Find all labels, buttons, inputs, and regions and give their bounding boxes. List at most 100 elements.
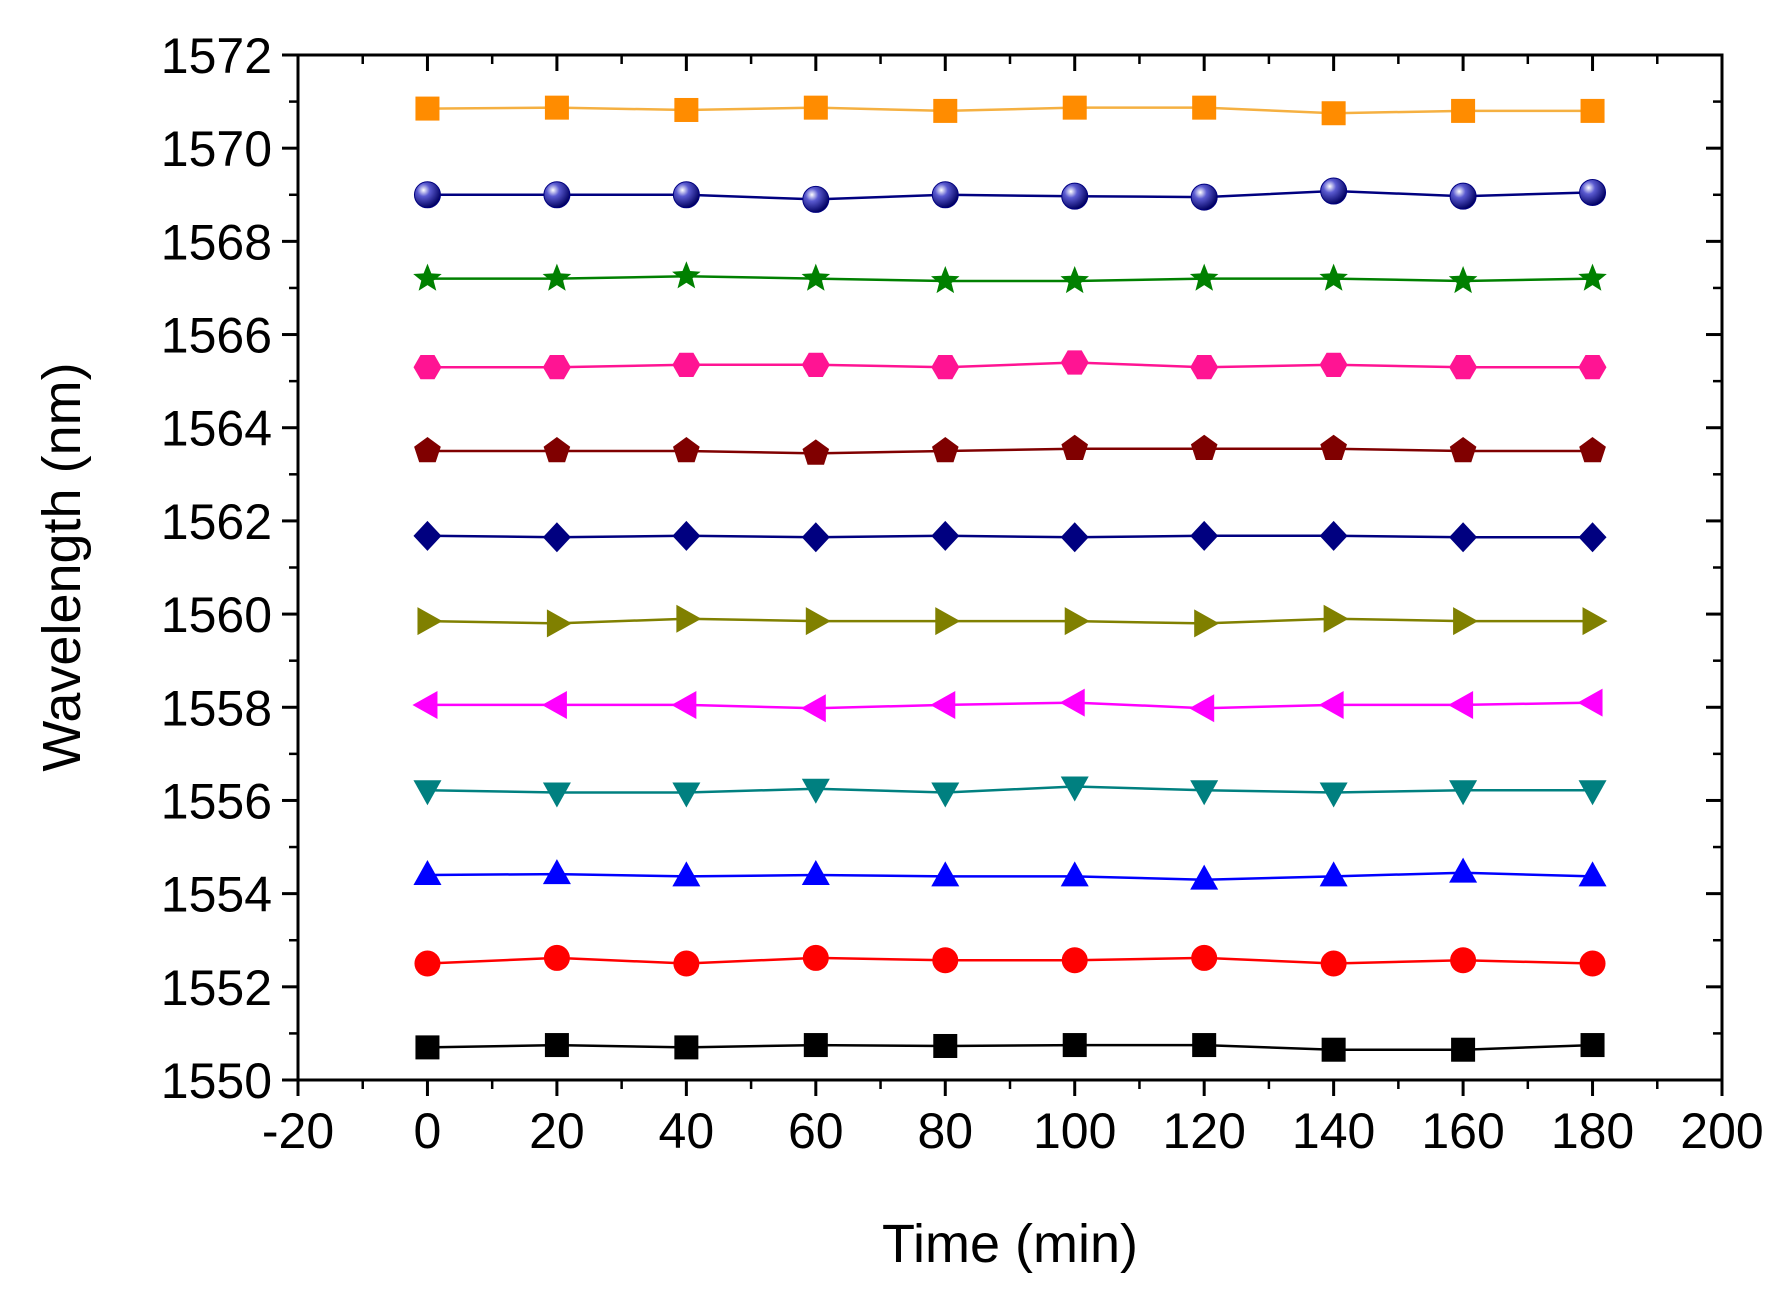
data-point-hexagon [1060,350,1089,375]
data-point-sphere [1190,183,1218,211]
data-point-diamond [1319,520,1348,551]
series-line [427,189,1593,201]
y-tick-label: 1562 [161,494,272,550]
x-tick-label: 140 [1292,1103,1375,1159]
data-point-circle [1320,950,1347,977]
data-point-hexagon [801,352,830,377]
data-point-triangle-left [1189,694,1215,723]
data-point-square [1451,98,1476,123]
series-series-1 [415,1033,1605,1062]
series-line [427,617,1593,625]
data-point-diamond [1449,522,1478,553]
series-series-7 [413,520,1607,553]
data-point-triangle-up [931,861,960,887]
series-line [427,275,1593,283]
data-point-sphere [1320,177,1348,205]
data-point-triangle-up [1449,857,1478,883]
data-point-triangle-left [1577,688,1603,717]
data-point-hexagon [1449,355,1478,380]
y-tick-label: 1560 [161,587,272,643]
data-point-triangle-up [413,860,442,885]
data-point-circle [543,944,570,971]
series-line [427,447,1593,455]
data-point-triangle-up [1190,864,1219,890]
x-tick-label: 40 [659,1103,715,1159]
data-point-pentagon [673,437,700,463]
data-point-sphere [413,181,441,209]
data-point-triangle-right [1323,604,1349,633]
series-line [427,871,1593,881]
data-point-square [674,97,699,122]
series-series-10 [413,261,1607,294]
data-point-hexagon [672,352,701,377]
data-point-triangle-left [800,694,826,723]
data-point-hexagon [931,355,960,380]
data-point-triangle-left [671,690,697,719]
data-point-square [674,1035,699,1060]
series-series-4 [413,776,1607,808]
data-point-sphere [672,181,700,209]
data-point-star [1060,266,1089,294]
series-line [427,701,1593,710]
data-point-pentagon [1190,434,1218,460]
data-point-square [1321,101,1346,126]
data-point-diamond [672,520,701,551]
data-point-pentagon [1061,434,1088,460]
series-line [427,106,1593,115]
y-tick-label: 1572 [161,28,272,84]
data-point-square [415,96,440,121]
data-point-triangle-right [805,607,831,636]
data-point-pentagon [802,439,830,465]
plot-frame [296,53,1724,1082]
data-point-triangle-right [1582,607,1608,636]
data-point-square [415,1035,440,1060]
data-point-triangle-down [801,778,830,804]
y-tick-label: 1558 [161,680,272,736]
data-point-circle [414,950,441,977]
series-line [427,956,1593,965]
data-point-triangle-down [542,782,571,808]
x-tick-label: 60 [788,1103,844,1159]
data-point-square [1062,1033,1087,1058]
data-point-hexagon [1319,352,1348,377]
data-point-triangle-up [542,859,571,885]
data-point-pentagon [1320,434,1347,460]
data-point-diamond [1060,522,1089,553]
data-point-triangle-right [546,609,572,638]
data-point-square [933,1033,958,1058]
x-tick-label: 80 [917,1103,973,1159]
y-tick-label: 1552 [161,960,272,1016]
data-point-triangle-right [935,607,961,636]
data-point-triangle-left [930,690,956,719]
data-point-pentagon [1449,437,1477,463]
series-series-2 [414,944,1606,977]
data-point-sphere [1449,182,1477,210]
data-point-diamond [413,520,442,551]
x-tick-label: 120 [1162,1103,1245,1159]
data-point-star [1448,266,1478,294]
data-point-diamond [1578,522,1607,553]
series-series-12 [415,95,1605,126]
x-tick-label: 200 [1680,1103,1763,1159]
y-tick-label: 1566 [161,308,272,364]
data-point-sphere [1579,178,1607,206]
data-point-triangle-left [412,690,438,719]
y-tick-label: 1554 [161,867,272,923]
x-tick-label: 160 [1421,1103,1504,1159]
data-point-square [803,95,828,120]
data-point-hexagon [413,355,442,380]
data-point-triangle-up [672,861,701,887]
y-tick-label: 1564 [161,401,272,457]
data-point-hexagon [542,355,571,380]
data-point-triangle-up [801,860,830,885]
data-point-circle [932,947,959,974]
data-point-triangle-right [1194,609,1220,638]
y-tick-label: 1556 [161,773,272,829]
data-point-triangle-down [1578,780,1607,806]
series-series-9 [413,350,1607,380]
series-series-11 [413,177,1607,213]
data-point-square [803,1033,828,1058]
y-tick-label: 1570 [161,121,272,177]
x-tick-label: 180 [1551,1103,1634,1159]
